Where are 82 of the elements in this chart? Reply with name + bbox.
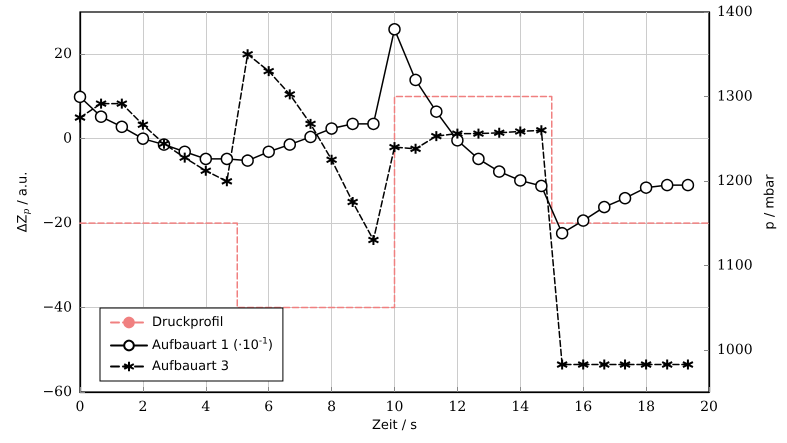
y-tick-label: −60 xyxy=(42,384,72,400)
y-tick-label: 20 xyxy=(54,46,72,62)
y-tick-label: 0 xyxy=(63,130,72,147)
point xyxy=(241,154,254,167)
x-tick-label: 4 xyxy=(201,399,210,415)
point xyxy=(242,48,254,60)
point xyxy=(178,152,191,164)
point xyxy=(74,90,86,104)
point xyxy=(430,130,442,142)
point xyxy=(116,98,128,110)
point xyxy=(577,358,590,371)
point xyxy=(94,110,108,123)
y-tick-label: −20 xyxy=(42,215,72,232)
y2-axis-title: p / mbar xyxy=(762,174,778,230)
y2-tick-label: 1400 xyxy=(717,4,753,20)
point xyxy=(682,178,694,192)
point xyxy=(472,128,484,140)
point xyxy=(598,358,610,371)
x-tick-label: 20 xyxy=(700,399,718,415)
y-axis-title: ΔZp / a.u. xyxy=(16,172,32,232)
point xyxy=(493,126,506,139)
y2-tick-label: 1000 xyxy=(717,342,753,358)
point xyxy=(200,164,212,177)
y-tick-label: −40 xyxy=(42,300,72,316)
legend-label: Druckprofil xyxy=(152,315,224,330)
point xyxy=(409,74,422,86)
point xyxy=(661,358,674,371)
point xyxy=(430,105,443,118)
point xyxy=(200,152,212,166)
x-tick-label: 14 xyxy=(511,399,530,415)
x-tick-label: 6 xyxy=(264,399,274,415)
point xyxy=(262,65,275,78)
point xyxy=(514,125,526,138)
point xyxy=(619,358,632,371)
point xyxy=(220,152,234,166)
point xyxy=(220,175,233,188)
x-axis-title: Zeit / s xyxy=(372,418,418,433)
point xyxy=(451,128,464,140)
point xyxy=(304,130,317,144)
x-tick-label: 0 xyxy=(76,399,84,415)
y2-tick-label: 1200 xyxy=(717,172,753,189)
point xyxy=(410,142,422,155)
point xyxy=(640,181,652,194)
point xyxy=(514,174,527,187)
x-tick-label: 18 xyxy=(637,399,656,415)
point xyxy=(660,178,674,192)
point xyxy=(682,358,694,371)
point xyxy=(535,124,548,136)
point xyxy=(284,138,296,151)
point xyxy=(535,180,548,192)
point xyxy=(74,112,86,124)
point xyxy=(492,165,506,178)
point xyxy=(598,200,611,214)
point xyxy=(262,146,275,158)
point xyxy=(346,118,359,130)
point xyxy=(325,122,338,135)
point xyxy=(388,141,400,154)
point xyxy=(136,132,150,145)
point xyxy=(388,23,401,36)
point xyxy=(556,358,568,371)
x-tick-label: 10 xyxy=(386,399,404,415)
point xyxy=(556,226,568,240)
x-tick-label: 2 xyxy=(138,399,148,415)
y2-tick-label: 1100 xyxy=(717,257,753,274)
point xyxy=(472,152,485,166)
x-tick-label: 8 xyxy=(327,399,336,415)
x-tick-label: 12 xyxy=(448,399,466,415)
point xyxy=(618,192,632,204)
point xyxy=(284,88,296,100)
point xyxy=(304,118,317,130)
y2-tick-label: 1300 xyxy=(717,88,753,104)
point xyxy=(95,98,108,110)
point xyxy=(116,120,128,134)
point xyxy=(367,234,380,246)
point xyxy=(326,154,338,166)
point xyxy=(640,358,652,371)
point xyxy=(367,118,380,130)
point xyxy=(136,118,149,131)
point xyxy=(576,214,590,227)
x-tick-label: 16 xyxy=(574,399,592,415)
point xyxy=(346,196,359,208)
legend-label: Aufbauart 3 xyxy=(152,359,229,374)
